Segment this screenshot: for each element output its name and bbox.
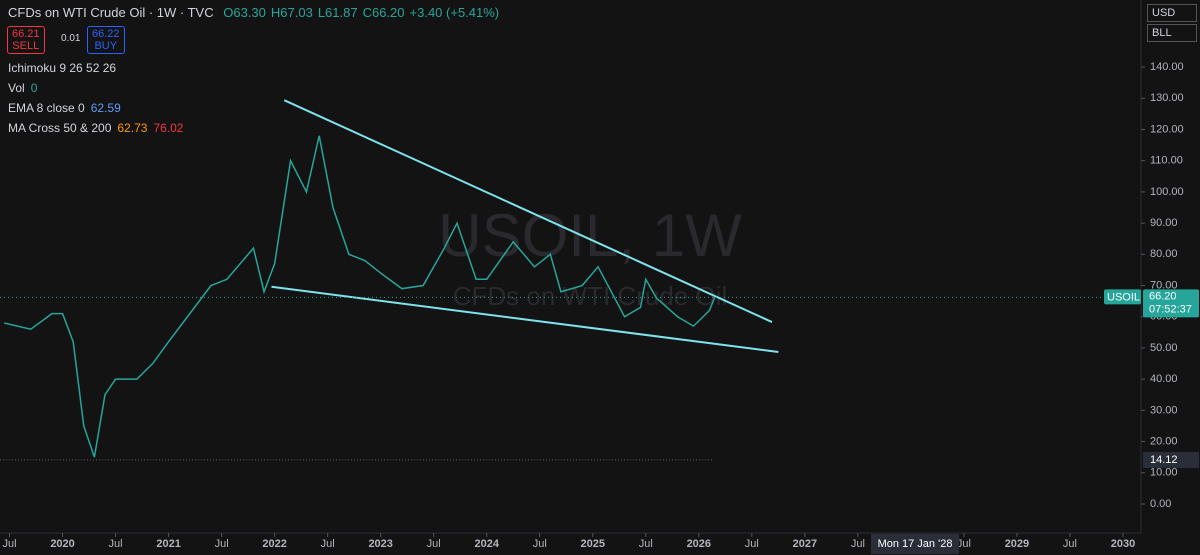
y-tick-label: 30.00 (1150, 404, 1178, 416)
buy-price: 66.22 (92, 28, 120, 40)
indicator: EMA 8 close 0 62.59 (8, 98, 189, 118)
indicator-value: 62.73 (117, 121, 148, 135)
indicator: Ichimoku 9 26 52 26 (8, 58, 189, 78)
x-tick-label: Jul (109, 538, 123, 550)
x-tick-label: Jul (3, 538, 17, 550)
indicator-name: EMA 8 close 0 (8, 101, 85, 115)
symbol-tag-label: USOIL (1107, 291, 1140, 303)
x-tick-label: Jul (427, 538, 441, 550)
watermark-sub: CFDs on WTI Crude Oil (453, 281, 728, 311)
y-tick-label: 20.00 (1150, 435, 1178, 447)
ohlc: O63.30 H67.03 L61.87 C66.20 +3.40 (+5.41%) (223, 5, 504, 20)
x-tick-label: 2023 (368, 538, 392, 550)
trend-line (271, 285, 779, 353)
date-tag (871, 534, 959, 554)
ohlc-value: O63.30 (223, 5, 266, 20)
y-tick-label: 90.00 (1150, 217, 1178, 229)
crosshair-tag (1143, 451, 1199, 468)
indicator: MA Cross 50 & 200 62.73 76.02 (8, 118, 189, 138)
countdown: 07:52:37 (1149, 303, 1192, 315)
header: CFDs on WTI Crude Oil · 1W · TVC O63.30 H… (8, 5, 504, 20)
sell-label: SELL (12, 40, 40, 52)
date-label: Mon 17 Jan '28 (878, 538, 953, 550)
x-tick-label: Jul (745, 538, 759, 550)
trend-line (283, 99, 773, 323)
ohlc-value: +3.40 (+5.41%) (409, 5, 500, 20)
indicator-name: MA Cross 50 & 200 (8, 121, 112, 135)
y-tick-label: 140.00 (1150, 61, 1184, 73)
indicator: Vol 0 (8, 78, 189, 98)
sell-price: 66.21 (12, 28, 40, 40)
watermark: USOIL, 1W (438, 202, 742, 269)
x-tick-label: 2020 (50, 538, 74, 550)
y-tick-label: 120.00 (1150, 123, 1184, 135)
symbol-tag (1104, 289, 1141, 305)
indicator-value: 76.02 (153, 121, 184, 135)
x-tick-label: Jul (957, 538, 971, 550)
x-tick-label: 2022 (262, 538, 286, 550)
indicator-value: 62.59 (90, 101, 121, 115)
ohlc-value: L61.87 (317, 5, 358, 20)
y-tick-label: 110.00 (1150, 155, 1183, 167)
buy-label: BUY (94, 40, 118, 52)
x-tick-label: Jul (321, 538, 335, 550)
x-tick-label: 2026 (687, 538, 711, 550)
x-tick-label: 2029 (1005, 538, 1029, 550)
x-tick-label: Jul (639, 538, 653, 550)
y-tick-label: 0.00 (1150, 498, 1171, 510)
symbol-title: CFDs on WTI Crude Oil · 1W · TVC (8, 5, 214, 20)
x-tick-label: 2025 (581, 538, 605, 550)
y-tick-label: 80.00 (1150, 248, 1178, 260)
y-tick-label: 10.00 (1150, 467, 1178, 479)
sell-button[interactable]: 66.21 SELL (7, 26, 45, 54)
indicators: Ichimoku 9 26 52 26 Vol 0 EMA 8 close 0 62.5… (8, 58, 189, 138)
unit[interactable]: BLL (1147, 24, 1197, 42)
indicator-name: Vol (8, 81, 25, 95)
x-tick-label: 2021 (156, 538, 180, 550)
y-tick-label: 100.00 (1150, 186, 1184, 198)
indicator-name: Ichimoku 9 26 52 26 (8, 61, 117, 75)
spread: 0.01 (61, 33, 81, 44)
x-tick-label: 2024 (474, 538, 499, 550)
indicator-value: 0 (30, 81, 38, 95)
currency[interactable]: USD (1147, 4, 1197, 22)
price-tag-label: 66.20 (1149, 290, 1177, 302)
ohlc-value: H67.03 (270, 5, 313, 20)
crosshair-label: 14.12 (1150, 454, 1178, 466)
y-tick-label: 70.00 (1150, 279, 1178, 291)
y-tick-label: 130.00 (1150, 92, 1184, 104)
ohlc-value: C66.20 (362, 5, 405, 20)
x-tick-label: Jul (851, 538, 865, 550)
price-line (4, 135, 716, 458)
x-tick-label: Jul (1063, 538, 1077, 550)
buy-button[interactable]: 66.22 BUY (87, 26, 125, 54)
y-tick-label: 40.00 (1150, 373, 1178, 385)
price-tag (1143, 289, 1199, 318)
x-tick-label: Jul (533, 538, 547, 550)
x-tick-label: 2027 (793, 538, 817, 550)
x-tick-label: Jul (215, 538, 229, 550)
x-tick-label: 2030 (1111, 538, 1135, 550)
y-tick-label: 50.00 (1150, 342, 1178, 354)
